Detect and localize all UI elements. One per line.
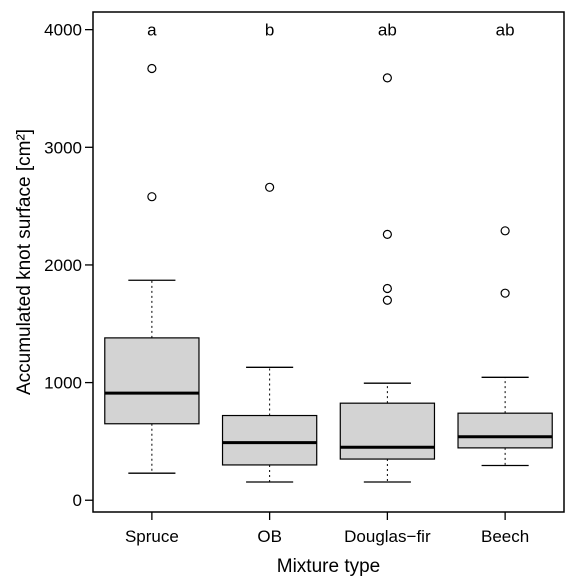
outlier-point	[382, 295, 392, 305]
x-axis: Spruce OB Douglas−fir Beech	[125, 512, 529, 546]
significance-letter: ab	[378, 21, 397, 40]
box-series	[104, 63, 553, 483]
outlier-point	[500, 288, 510, 298]
y-tick-label: 2000	[44, 256, 82, 275]
x-tick-label: OB	[257, 527, 282, 546]
box-4	[457, 226, 553, 467]
outlier-point	[382, 283, 392, 294]
x-axis-title: Mixture type	[277, 556, 380, 577]
y-tick-label: 0	[73, 491, 82, 510]
outlier-point	[147, 192, 157, 202]
iqr-box	[339, 402, 436, 460]
outlier-point	[382, 229, 392, 239]
outlier-point	[382, 73, 392, 83]
significance-letters: a b ab ab	[147, 21, 514, 40]
y-tick-label: 1000	[44, 374, 82, 393]
x-tick-label: Beech	[481, 527, 529, 546]
significance-letter: ab	[496, 21, 515, 40]
iqr-box	[457, 412, 553, 449]
outlier-point	[265, 182, 275, 192]
y-axis-title: Accumulated knot surface [cm²]	[14, 129, 35, 395]
iqr-box	[221, 414, 318, 466]
outlier-point	[500, 226, 510, 236]
significance-letter: b	[265, 21, 274, 40]
box-1	[104, 63, 200, 474]
y-axis: 0 1000 2000 3000 4000	[44, 21, 93, 510]
y-tick-label: 3000	[44, 138, 82, 157]
outlier-point	[147, 63, 157, 74]
iqr-box	[104, 337, 200, 425]
x-tick-label: Spruce	[125, 527, 179, 546]
x-tick-label: Douglas−fir	[344, 527, 431, 546]
plot-frame	[92, 11, 565, 513]
y-tick-label: 4000	[44, 21, 82, 40]
box-2	[221, 182, 318, 483]
significance-letter: a	[147, 21, 157, 40]
box-3	[339, 73, 436, 483]
